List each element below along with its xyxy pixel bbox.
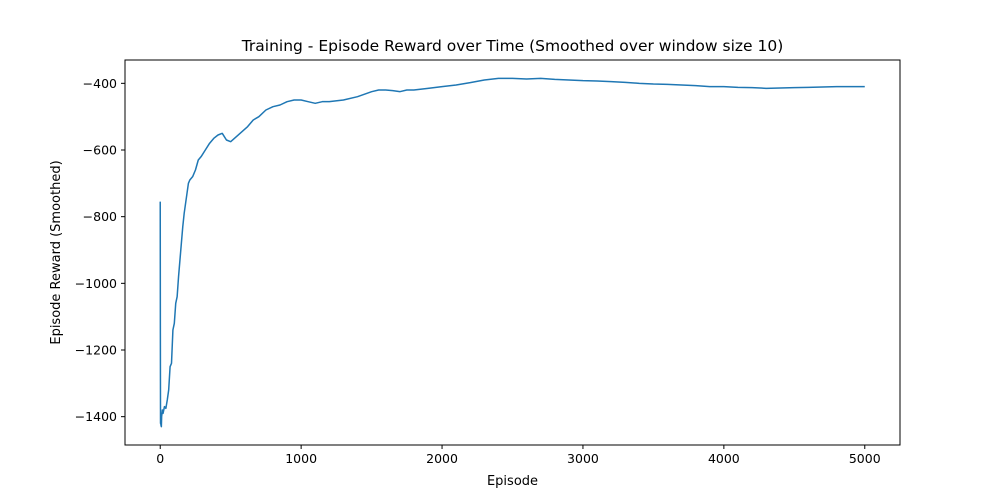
plot-frame bbox=[124, 59, 901, 446]
y-tick-label: −600 bbox=[83, 143, 117, 158]
x-tick-label: 3000 bbox=[567, 451, 599, 466]
x-axis-label: Episode bbox=[487, 474, 538, 489]
y-tick-label: −400 bbox=[83, 76, 117, 91]
plot-background bbox=[125, 60, 900, 445]
series-line bbox=[159, 77, 865, 428]
y-tick-label: −800 bbox=[83, 209, 117, 224]
y-tick-label: −1200 bbox=[75, 343, 117, 358]
chart-title: Training - Episode Reward over Time (Smo… bbox=[241, 37, 784, 55]
x-tick-label: 0 bbox=[156, 451, 164, 466]
axes-layer: 0 1000 2000 3000 4000 5000 −1400 −1200 −1000 −800… bbox=[75, 76, 881, 466]
y-tick-label: −1000 bbox=[75, 276, 117, 291]
series-layer bbox=[159, 77, 865, 428]
x-tick-label: 5000 bbox=[849, 451, 881, 466]
x-tick-label: 1000 bbox=[285, 451, 317, 466]
y-axis-label: Episode Reward (Smoothed) bbox=[49, 160, 64, 344]
x-tick-label: 4000 bbox=[708, 451, 740, 466]
x-tick-label: 2000 bbox=[426, 451, 458, 466]
y-tick-label: −1400 bbox=[75, 409, 117, 424]
